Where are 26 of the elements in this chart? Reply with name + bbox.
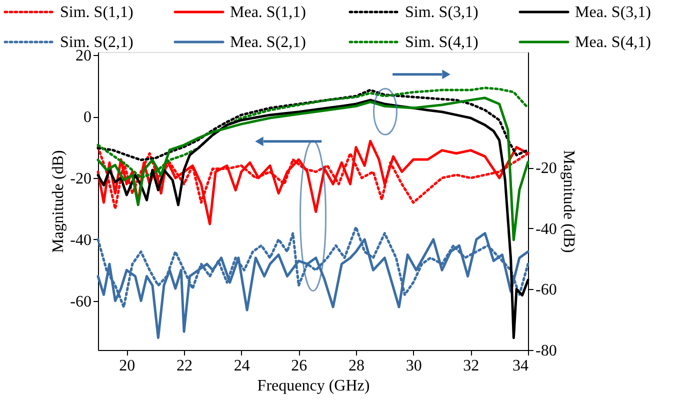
legend-label: Sim. S(4,1)	[405, 34, 478, 51]
x-tick-label: 20	[119, 358, 136, 374]
y2-tick-label: -60	[536, 282, 557, 299]
x-tick-label: 26	[291, 358, 308, 374]
x-tick-label: 34	[512, 358, 528, 374]
y2-tick-label: -80	[536, 342, 557, 360]
y-tick-label: -60	[70, 293, 92, 310]
y-tick-label: -40	[70, 232, 92, 249]
y2-tick-label: -40	[536, 220, 557, 238]
x-tick-label: 24	[234, 358, 250, 374]
legend-label: Mea. S(2,1)	[230, 34, 306, 51]
legend-label: Mea. S(3,1)	[575, 4, 651, 21]
legend-label: Sim. S(1,1)	[60, 4, 134, 21]
legend-label: Mea. S(4,1)	[575, 34, 651, 51]
y-tick-label: 0	[84, 109, 92, 126]
y-tick-label: -20	[70, 170, 92, 188]
y-axis-title: Magnitude (dB)	[50, 150, 68, 253]
x-tick-label: 32	[463, 358, 480, 374]
x-tick-label: 30	[406, 358, 422, 374]
x-axis-title: Frequency (GHz)	[257, 378, 370, 394]
legend-label: Sim. S(3,1)	[405, 4, 478, 21]
x-tick-label: 22	[176, 358, 192, 374]
legend-label: Mea. S(1,1)	[230, 4, 306, 21]
y2-tick-label: -20	[536, 160, 557, 178]
y2-axis-title: Magnitude (dB)	[560, 150, 577, 253]
x-tick-label: 28	[348, 358, 364, 374]
